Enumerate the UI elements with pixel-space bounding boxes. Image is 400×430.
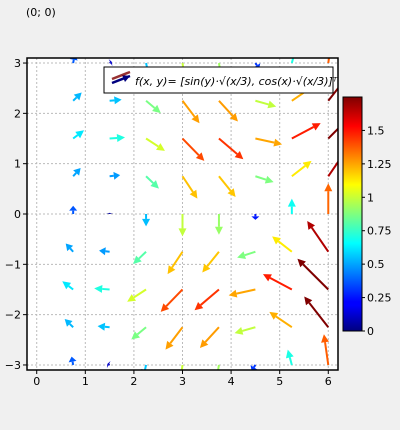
x-tick-label: 3 bbox=[179, 375, 186, 388]
vector-arrow bbox=[142, 214, 151, 227]
vector-arrow bbox=[269, 311, 293, 329]
vector-arrow bbox=[109, 96, 122, 105]
vector-arrow bbox=[199, 326, 220, 349]
colorbar-tick-label: 0.5 bbox=[367, 258, 385, 271]
vector-arrow bbox=[327, 160, 338, 177]
vector-arrow bbox=[218, 175, 236, 198]
y-tick-label: 0 bbox=[14, 208, 21, 221]
vector-arrow bbox=[165, 326, 184, 350]
vector-arrow bbox=[72, 167, 81, 177]
vector-arrow bbox=[262, 274, 293, 291]
vector-arrow bbox=[291, 160, 312, 178]
vector-arrow bbox=[105, 212, 114, 214]
vector-arrow bbox=[287, 198, 296, 214]
y-tick-label: 2 bbox=[14, 107, 21, 120]
vector-arrow bbox=[181, 175, 198, 199]
axes: 0 1 2 3 4 5 6 −3 −2 −1 0 1 2 3 bbox=[5, 57, 332, 388]
vector-arrow bbox=[290, 58, 295, 64]
vector-arrow bbox=[97, 322, 110, 331]
vector-arrow bbox=[180, 364, 184, 370]
vector-arrow bbox=[234, 326, 256, 335]
vector-arrow bbox=[327, 58, 331, 64]
vector-arrow bbox=[218, 100, 238, 122]
x-tick-label: 0 bbox=[33, 375, 40, 388]
vector-arrow bbox=[69, 205, 78, 214]
y-tick-label: −1 bbox=[5, 258, 21, 271]
vector-arrow bbox=[291, 123, 321, 140]
vector-arrow bbox=[285, 349, 294, 366]
vector-arrow bbox=[321, 334, 330, 366]
y-tick-label: 3 bbox=[14, 57, 21, 70]
colorbar-ticks: 0 0.25 0.5 0.75 1 1.25 1.5 bbox=[362, 124, 392, 338]
vector-arrow bbox=[68, 356, 77, 366]
vector-arrow bbox=[327, 127, 338, 140]
vector-arrow bbox=[72, 130, 85, 140]
vector-arrow bbox=[145, 100, 161, 114]
vector-arrow bbox=[160, 288, 184, 312]
x-tick-label: 6 bbox=[325, 375, 332, 388]
vector-arrow bbox=[304, 296, 330, 328]
legend-box bbox=[103, 66, 334, 94]
vector-arrow bbox=[65, 243, 74, 253]
colorbar-tick-label: 1 bbox=[367, 191, 374, 204]
vector-arrow bbox=[178, 214, 187, 237]
vector-arrow bbox=[194, 288, 220, 311]
vector-arrow bbox=[99, 247, 110, 256]
y-tick-label: 1 bbox=[14, 158, 21, 171]
vector-arrow bbox=[127, 288, 147, 302]
vector-arrow bbox=[255, 137, 283, 147]
vector-arrow bbox=[131, 326, 147, 340]
vector-arrow bbox=[250, 364, 258, 370]
vector-arrow bbox=[108, 59, 113, 67]
colorbar[interactable]: 0 0.25 0.5 0.75 1 1.25 1.5 bbox=[342, 96, 392, 338]
legend: f(x, y)= [sin(y)·√(x/3), cos(x)·√(x/3)]ᵀ bbox=[103, 66, 338, 94]
colorbar-tick-label: 0.25 bbox=[367, 292, 392, 305]
vector-arrow bbox=[218, 137, 244, 160]
vector-arrow bbox=[251, 214, 260, 220]
vector-arrow bbox=[145, 175, 159, 189]
vector-arrow bbox=[145, 137, 165, 151]
y-tick-label: −2 bbox=[5, 309, 21, 322]
vector-arrow bbox=[109, 133, 126, 142]
vector-arrow bbox=[109, 171, 121, 180]
vector-arrow bbox=[228, 288, 256, 298]
x-tick-label: 4 bbox=[228, 375, 235, 388]
vector-arrow bbox=[297, 258, 329, 291]
vector-arrow bbox=[94, 284, 110, 293]
vector-arrow bbox=[272, 236, 293, 253]
vector-arrow bbox=[72, 92, 82, 102]
vector-arrow bbox=[167, 251, 184, 275]
vector-arrow bbox=[181, 137, 205, 161]
vector-arrow bbox=[255, 175, 274, 184]
vector-arrow bbox=[214, 214, 223, 235]
vector-arrow bbox=[106, 360, 111, 369]
colorbar-tick-label: 1.25 bbox=[367, 158, 392, 171]
legend-label: f(x, y)= [sin(y)·√(x/3), cos(x)·√(x/3)]ᵀ bbox=[135, 75, 338, 88]
vector-arrow bbox=[255, 99, 277, 109]
vector-arrow bbox=[133, 251, 147, 265]
vector-arrow bbox=[181, 100, 200, 124]
vector-arrow bbox=[217, 364, 220, 370]
legend-swatch-arrow bbox=[111, 70, 131, 85]
colorbar-tick-label: 0.75 bbox=[367, 225, 392, 238]
x-tick-label: 1 bbox=[82, 375, 89, 388]
vector-arrow bbox=[237, 250, 256, 259]
x-tick-label: 5 bbox=[276, 375, 283, 388]
vector-arrow bbox=[64, 318, 74, 328]
colorbar-tick-label: 0 bbox=[367, 325, 374, 338]
vector-arrow bbox=[62, 281, 74, 291]
vector-arrow bbox=[324, 183, 333, 214]
coordinate-readout: (0; 0) bbox=[26, 6, 56, 19]
y-tick-label: −3 bbox=[5, 359, 21, 372]
colorbar-gradient bbox=[342, 96, 363, 332]
x-tick-label: 2 bbox=[130, 375, 137, 388]
vector-arrow bbox=[202, 251, 220, 273]
vector-arrow bbox=[307, 220, 330, 253]
colorbar-tick-label: 1.5 bbox=[367, 124, 385, 137]
